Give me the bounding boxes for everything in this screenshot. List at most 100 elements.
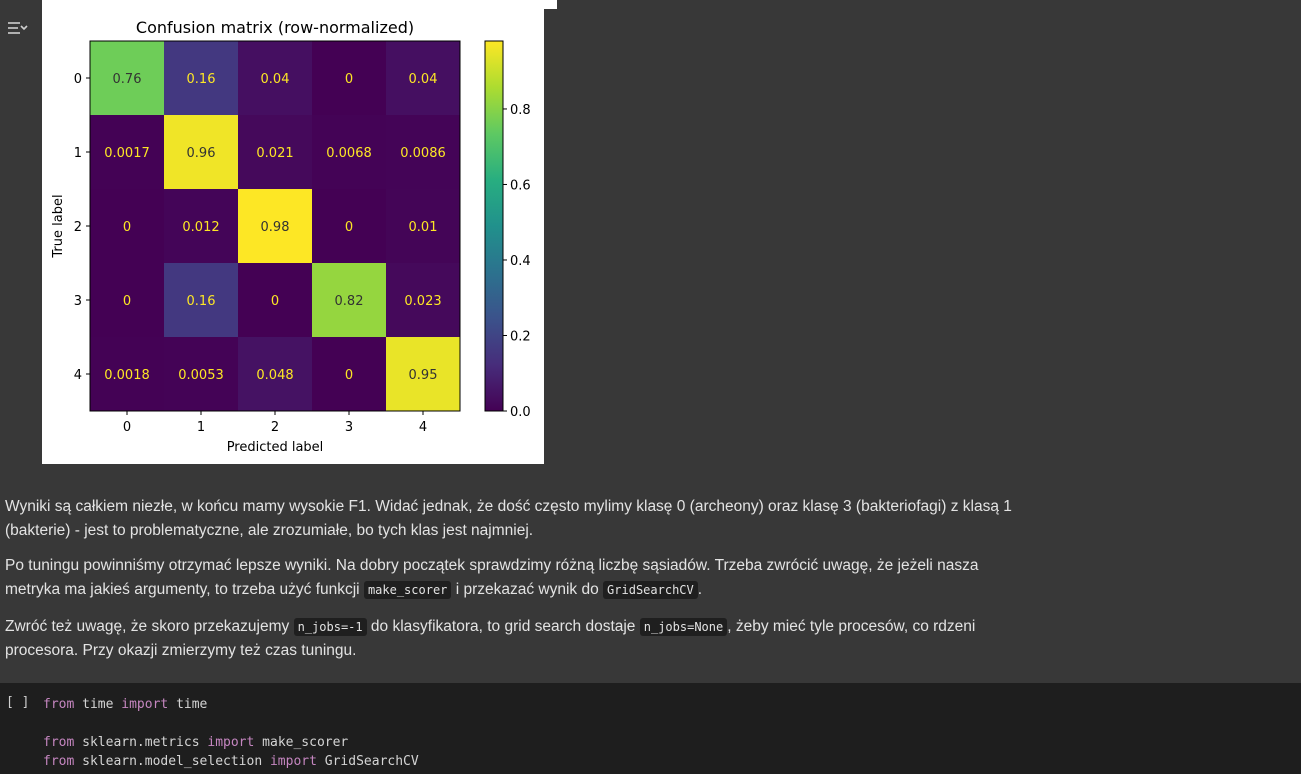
- code-token: time: [74, 697, 122, 712]
- cell-value-label: 0.16: [187, 294, 216, 309]
- p2-text-a: Po tuningu powinniśmy otrzymać lepsze wy…: [5, 557, 979, 598]
- heatmap-cell: [164, 263, 238, 337]
- heatmap-cell: [312, 41, 386, 115]
- cell-value-label: 0.023: [404, 294, 441, 309]
- code-token: make_scorer: [254, 735, 349, 750]
- code-editor[interactable]: from time import time from sklearn.metri…: [43, 695, 419, 771]
- markdown-paragraph-2: Po tuningu powinniśmy otrzymać lepsze wy…: [5, 554, 1015, 602]
- cell-value-label: 0.95: [409, 368, 438, 383]
- y-axis-label: True label: [51, 194, 66, 258]
- cell-value-label: 0: [123, 294, 131, 309]
- heatmap-cell: [312, 337, 386, 411]
- x-tick-label: 2: [271, 420, 279, 435]
- code-keyword: import: [269, 754, 317, 769]
- heatmap-cell: [312, 189, 386, 263]
- cell-value-label: 0: [123, 220, 131, 235]
- cell-value-label: 0.0068: [326, 146, 372, 161]
- x-tick-label: 0: [123, 420, 131, 435]
- markdown-paragraph-3: Zwróć też uwagę, że skoro przekazujemy n…: [5, 615, 1015, 663]
- inline-code-make-scorer: make_scorer: [363, 581, 452, 599]
- code-token: sklearn.metrics: [74, 735, 208, 750]
- heatmap-cell: [90, 41, 164, 115]
- x-tick-label: 4: [419, 420, 427, 435]
- y-tick-label: 3: [74, 294, 82, 309]
- colorbar: [484, 40, 504, 412]
- inline-code-gridsearchcv: GridSearchCV: [603, 581, 698, 599]
- cell-value-label: 0.048: [256, 368, 293, 383]
- cell-value-label: 0.0086: [400, 146, 446, 161]
- cell-value-label: 0.0017: [104, 146, 150, 161]
- heatmap-cell: [312, 263, 386, 337]
- confusion-matrix-chart: Confusion matrix (row-normalized) 0.76 0.…: [51, 18, 531, 455]
- heatmap-cell: [238, 115, 312, 189]
- heatmap-cell: [386, 41, 460, 115]
- output-collapse-icon[interactable]: [6, 17, 28, 39]
- markdown-paragraph-1: Wyniki są całkiem niezłe, w końcu mamy w…: [5, 498, 1012, 539]
- cell-value-label: 0.0018: [104, 368, 150, 383]
- cell-value-label: 0.82: [335, 294, 364, 309]
- x-axis-label: Predicted label: [227, 440, 324, 455]
- run-cell-button[interactable]: [ ]: [6, 695, 30, 710]
- code-keyword: from: [43, 697, 75, 712]
- heatmap-cell: [238, 189, 312, 263]
- heatmap-cell: [238, 41, 312, 115]
- code-token: sklearn.model_selection: [74, 754, 270, 769]
- colorbar-tick-label: 0.8: [510, 103, 531, 118]
- code-keyword: import: [207, 735, 255, 750]
- heatmap-cell: [90, 337, 164, 411]
- y-tick-label: 0: [74, 72, 82, 87]
- cell-value-label: 0: [271, 294, 279, 309]
- code-cell[interactable]: [ ] from time import time from sklearn.m…: [0, 683, 1301, 774]
- p2-text-b: i przekazać wynik do: [451, 581, 604, 598]
- heatmap-cell: [164, 189, 238, 263]
- colorbar-tick-label: 0.6: [510, 178, 531, 193]
- p2-text-c: .: [697, 581, 703, 598]
- code-keyword: from: [43, 754, 75, 769]
- cell-value-label: 0.16: [187, 72, 216, 87]
- colorbar-tick-label: 0.4: [510, 254, 531, 269]
- heatmap-cell: [90, 115, 164, 189]
- heatmap-cell: [386, 337, 460, 411]
- confusion-matrix-figure: Confusion matrix (row-normalized) 0.76 0.…: [42, 0, 544, 464]
- y-tick-label: 2: [74, 220, 82, 235]
- heatmap-cell: [386, 263, 460, 337]
- colorbar-tick-label: 0.2: [510, 329, 531, 344]
- cell-value-label: 0.76: [113, 72, 142, 87]
- heatmap-cell: [312, 115, 386, 189]
- cell-value-label: 0.98: [261, 220, 290, 235]
- heatmap-cell: [90, 189, 164, 263]
- cell-value-label: 0.04: [261, 72, 290, 87]
- cell-value-label: 0: [345, 368, 353, 383]
- heatmap-cell: [238, 337, 312, 411]
- code-token: time: [168, 697, 208, 712]
- chart-title: Confusion matrix (row-normalized): [136, 18, 414, 37]
- cell-value-label: 0.04: [409, 72, 438, 87]
- cell-value-label: 0: [345, 72, 353, 87]
- p3-text-a: Zwróć też uwagę, że skoro przekazujemy: [5, 618, 294, 635]
- heatmap-cell: [238, 263, 312, 337]
- x-tick-label: 3: [345, 420, 353, 435]
- p3-text-b: do klasyfikatora, to grid search dostaje: [366, 618, 640, 635]
- heatmap-cell: [164, 337, 238, 411]
- heatmap-cell: [386, 115, 460, 189]
- cell-value-label: 0.021: [256, 146, 293, 161]
- heatmap-cell: [386, 189, 460, 263]
- y-tick-label: 1: [74, 146, 82, 161]
- x-tick-label: 1: [197, 420, 205, 435]
- cell-value-label: 0.0053: [178, 368, 224, 383]
- cell-value-label: 0.96: [187, 146, 216, 161]
- inline-code-n-jobs-classifier: n_jobs=-1: [293, 618, 367, 636]
- code-keyword: from: [43, 735, 75, 750]
- cell-value-label: 0: [345, 220, 353, 235]
- code-keyword: import: [121, 697, 169, 712]
- colorbar-tick-label: 0.0: [510, 405, 531, 420]
- cell-value-label: 0.012: [182, 220, 219, 235]
- inline-code-n-jobs-gridsearch: n_jobs=None: [639, 618, 728, 636]
- p3-text-c: , żeby mieć tyle procesów, co rdzeni pro…: [5, 618, 976, 659]
- y-tick-label: 4: [74, 368, 82, 383]
- code-token: GridSearchCV: [316, 754, 419, 769]
- heatmap-cell: [90, 263, 164, 337]
- heatmap-cell: [164, 41, 238, 115]
- cell-value-label: 0.01: [409, 220, 438, 235]
- heatmap-cell: [164, 115, 238, 189]
